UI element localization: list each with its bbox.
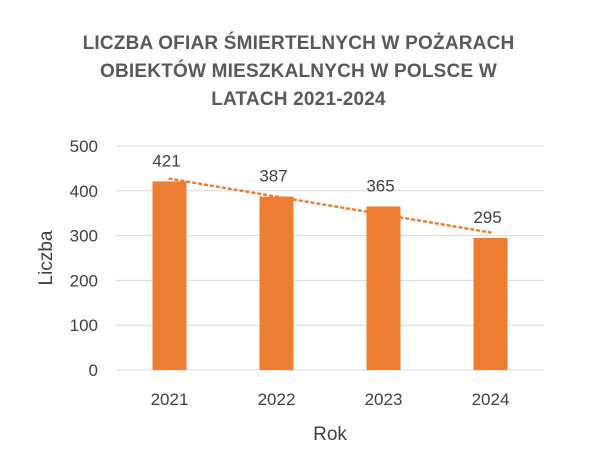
x-axis-ticks: 2021 2022 2023 2024 xyxy=(151,390,510,409)
chart-title-line-3: LATACH 2021-2024 xyxy=(211,89,386,110)
trendline xyxy=(168,177,492,234)
chart-title-line-1: LICZBA OFIAR ŚMIERTELNYCH W POŻARACH xyxy=(82,33,515,54)
data-label: 421 xyxy=(152,151,180,170)
x-tick-label: 2023 xyxy=(365,390,403,409)
bar-2024 xyxy=(473,237,508,370)
y-tick-label: 300 xyxy=(70,227,98,246)
data-label: 295 xyxy=(473,208,501,227)
trendline-layer xyxy=(168,177,492,234)
bar-2021 xyxy=(152,181,187,370)
bar-2022 xyxy=(259,196,294,370)
gridlines xyxy=(116,145,544,371)
chart-title-line-2: OBIEKTÓW MIESZKALNYCH W POLSCE W xyxy=(100,61,497,82)
y-axis-title: Liczba xyxy=(36,230,57,285)
x-axis-title: Rok xyxy=(313,424,347,445)
x-tick-label: 2022 xyxy=(258,390,296,409)
x-tick-label: 2021 xyxy=(151,390,189,409)
y-axis-ticks: 0 100 200 300 400 500 xyxy=(70,137,98,380)
y-tick-label: 400 xyxy=(70,182,98,201)
x-tick-label: 2024 xyxy=(472,390,510,409)
data-label: 387 xyxy=(259,167,287,186)
y-tick-label: 200 xyxy=(70,271,98,290)
bar-2023 xyxy=(366,206,401,370)
y-tick-label: 0 xyxy=(89,361,98,380)
chart-title: LICZBA OFIAR ŚMIERTELNYCH W POŻARACH OBI… xyxy=(20,30,577,114)
y-tick-label: 500 xyxy=(70,137,98,156)
bars xyxy=(152,181,508,370)
data-label: 365 xyxy=(366,176,394,195)
y-tick-label: 100 xyxy=(70,316,98,335)
data-labels: 421 387 365 295 xyxy=(152,151,501,226)
